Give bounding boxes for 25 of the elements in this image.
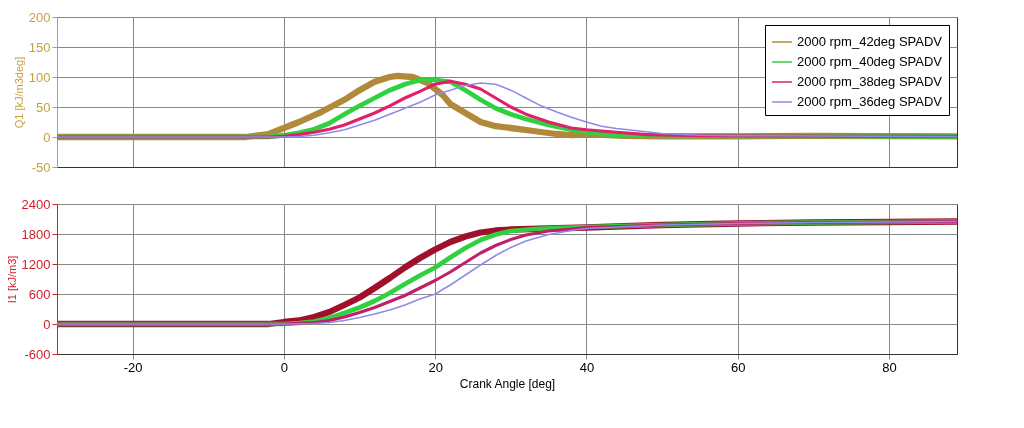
y-tick-label: 600 — [28, 286, 51, 302]
legend-label: 2000 rpm_38deg SPADV — [797, 74, 943, 89]
y-tick-label: 1200 — [21, 256, 51, 272]
x-tick-label: 80 — [882, 359, 897, 375]
legend-label: 2000 rpm_42deg SPADV — [797, 34, 943, 49]
x-tick-label: 0 — [280, 359, 289, 375]
legend-label: 2000 rpm_36deg SPADV — [797, 94, 943, 109]
y-tick-label: 0 — [43, 316, 51, 332]
y-tick-label: 1800 — [21, 226, 51, 242]
y-tick-label: 50 — [36, 99, 51, 115]
y-tick-label: 100 — [28, 69, 51, 85]
x-tick-label: 40 — [579, 359, 595, 375]
y-tick-label: -600 — [24, 346, 51, 362]
y-tick-label: 200 — [28, 9, 51, 25]
x-axis-title: Crank Angle [deg] — [459, 376, 556, 391]
y-tick-label: 2400 — [21, 196, 51, 212]
y-tick-label: 150 — [28, 39, 51, 55]
legend-label: 2000 rpm_40deg SPADV — [797, 54, 943, 69]
x-tick-label: 20 — [428, 359, 443, 375]
y-axis-title: I1 [kJ/m3] — [5, 255, 18, 304]
x-tick-label: -20 — [123, 359, 143, 375]
y-axis-title: Q1 [kJ/m3deg] — [12, 56, 25, 129]
x-tick-label: 60 — [730, 359, 746, 375]
y-tick-label: -50 — [31, 159, 51, 175]
y-tick-label: 0 — [43, 129, 51, 145]
